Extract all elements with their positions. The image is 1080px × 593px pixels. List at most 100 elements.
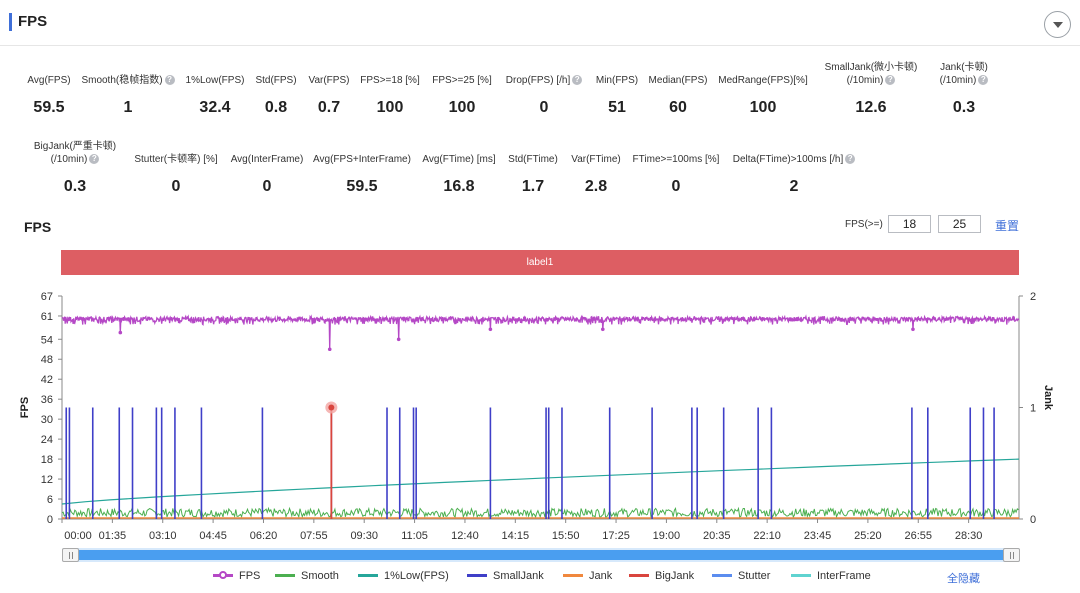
slider-range-fill[interactable] (72, 550, 1010, 560)
x-tick-label: 20:35 (703, 530, 731, 542)
row1-metric: FPS>=18 [%] 100 (320, 74, 460, 134)
y-tick-label: 18 (41, 454, 53, 466)
series-1pct-low (61, 458, 1020, 505)
x-tick-label: 07:55 (300, 530, 328, 542)
help-icon[interactable]: ? (885, 75, 896, 86)
metric-label: FTime>=100ms [%] (606, 153, 746, 166)
metric-label-text: Avg(FPS+InterFrame) (313, 154, 411, 165)
fps-dip-point (396, 337, 401, 342)
row2-metric: Avg(FTime) [ms] 16.8 (389, 153, 529, 213)
metric-value: 0 (171, 178, 181, 195)
metric-label-text: Avg(InterFrame) (230, 154, 304, 165)
metric-label: Median(FPS) (608, 74, 748, 87)
slider-handle-right[interactable] (1003, 548, 1020, 562)
fps-dip-point (488, 327, 493, 332)
metric-label-text: Std(FTime) (508, 154, 558, 165)
metric-label: Var(FPS) (259, 74, 399, 87)
fps-threshold-input-2[interactable] (938, 215, 981, 233)
section-title: FPS (18, 13, 48, 30)
legend-marker-icon (219, 570, 227, 579)
y-tick-label: 48 (41, 354, 53, 366)
x-tick-label: 19:00 (653, 530, 681, 542)
metric-value: 0.3 (63, 178, 87, 195)
x-tick-label: 06:20 (250, 530, 278, 542)
legend-label: FPS (239, 570, 261, 582)
help-icon[interactable]: ? (89, 154, 100, 165)
x-tick-label: 03:10 (149, 530, 177, 542)
collapse-button[interactable] (1044, 11, 1071, 38)
metric-value: 100 (448, 99, 476, 116)
metric-value: 0 (671, 178, 681, 195)
reset-link[interactable]: 重置 (995, 219, 1020, 233)
series-fps (61, 314, 1020, 350)
metric-label: Avg(FPS+InterFrame) (292, 153, 432, 166)
y-tick-label: 24 (41, 434, 53, 446)
metric-label-text: FTime>=100ms [%] (632, 154, 720, 165)
metric-label-text: Jank(卡顿) (940, 62, 988, 73)
row1-metric: Var(FPS) 0.7 (259, 74, 399, 134)
metric-label: Avg(FPS) (0, 74, 119, 87)
help-icon[interactable]: ? (845, 154, 856, 165)
y-tick-label: 6 (47, 494, 53, 506)
metric-label-text: FPS>=18 [%] (360, 75, 420, 86)
metric-label-unit: (/10min)? (5, 153, 145, 166)
x-tick-label: 09:30 (350, 530, 378, 542)
row1-metric: SmallJank(微小卡顿) (/10min)? 12.6 (801, 61, 941, 121)
metric-value: 100 (749, 99, 777, 116)
legend-swatch (791, 573, 811, 577)
metric-unit-text: (/10min) (939, 75, 977, 86)
metric-unit-text: (/10min) (50, 154, 88, 165)
legend-item[interactable]: SmallJank (467, 570, 544, 582)
metric-label-text: Avg(FTime) [ms] (422, 154, 496, 165)
legend-item[interactable]: Smooth (275, 570, 339, 582)
metric-unit-text: (/10min) (846, 75, 884, 86)
row2-metric: BigJank(严重卡顿) (/10min)? 0.3 (5, 140, 145, 200)
row1-metric: Min(FPS) 51 (547, 74, 687, 134)
metric-label: Min(FPS) (547, 74, 687, 87)
metric-label-text: Std(FPS) (255, 75, 297, 86)
time-range-slider[interactable] (62, 548, 1020, 562)
legend-swatch (629, 573, 649, 577)
legend-label: 1%Low(FPS) (384, 570, 449, 582)
metric-value: 1 (123, 99, 133, 116)
metric-value: 32.4 (199, 99, 231, 116)
metric-label: MedRange(FPS)[%] (693, 74, 833, 87)
row1-metric: Jank(卡顿) (/10min)? 0.3 (894, 61, 1034, 121)
metric-label: Std(FPS) (206, 74, 346, 87)
fps-threshold-input-1[interactable] (888, 215, 931, 233)
legend-item[interactable]: Stutter (712, 570, 770, 582)
section-accent-bar (9, 13, 12, 31)
legend-item[interactable]: Jank (563, 570, 612, 582)
help-icon[interactable]: ? (572, 75, 583, 86)
x-tick-label: 28:30 (955, 530, 983, 542)
legend-item[interactable]: 1%Low(FPS) (358, 570, 449, 582)
legend-item[interactable]: BigJank (629, 570, 694, 582)
legend-swatch (358, 573, 378, 577)
legend-item[interactable]: FPS (213, 570, 260, 582)
metric-label: Avg(FTime) [ms] (389, 153, 529, 166)
row1-metric: 1%Low(FPS) 32.4 (145, 74, 285, 134)
metric-value: 12.6 (855, 99, 887, 116)
chevron-down-icon (1053, 22, 1063, 28)
metric-label-text: BigJank(严重卡顿) (33, 141, 117, 152)
legend-swatch (563, 573, 583, 577)
row2-metric: Std(FTime) 1.7 (463, 153, 603, 213)
help-icon[interactable]: ? (164, 75, 175, 86)
metric-label: Stutter(卡顿率) [%] (106, 153, 246, 166)
x-tick-label: 01:35 (99, 530, 127, 542)
y-tick-label: 54 (41, 334, 53, 346)
legend-label: Smooth (301, 570, 339, 582)
fps-filter-label: FPS(>=) (845, 219, 883, 230)
slider-handle-left[interactable] (62, 548, 79, 562)
hide-all-link[interactable]: 全隐藏 (947, 573, 980, 585)
legend-item[interactable]: InterFrame (791, 570, 871, 582)
metric-label-text: Var(FPS) (308, 75, 350, 86)
row1-metric: Avg(FPS) 59.5 (0, 74, 119, 134)
help-icon[interactable]: ? (978, 75, 989, 86)
y2-tick-label: 2 (1030, 291, 1036, 303)
metric-label: Delta(FTime)>100ms [/h]? (724, 153, 864, 166)
metric-label-unit: (/10min)? (801, 74, 941, 87)
legend-label: Jank (589, 570, 613, 582)
y-tick-label: 0 (47, 514, 53, 526)
metric-label-unit: (/10min)? (894, 74, 1034, 87)
